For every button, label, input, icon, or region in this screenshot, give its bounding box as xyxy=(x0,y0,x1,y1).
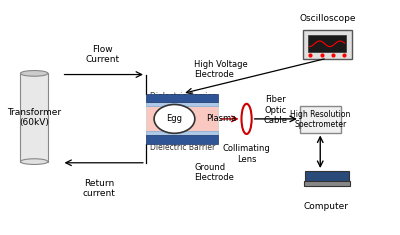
Text: Fiber
Optic
Cable: Fiber Optic Cable xyxy=(263,95,287,125)
Text: Dielectric Barrier: Dielectric Barrier xyxy=(150,143,215,152)
Text: Oscilloscope: Oscilloscope xyxy=(300,14,356,24)
Ellipse shape xyxy=(154,105,195,133)
Text: Ground
Electrode: Ground Electrode xyxy=(194,163,234,182)
Text: High Resolution
Spectrometer: High Resolution Spectrometer xyxy=(290,110,350,129)
FancyBboxPatch shape xyxy=(305,171,349,183)
Ellipse shape xyxy=(20,159,48,164)
Text: Plasma: Plasma xyxy=(206,114,236,123)
FancyBboxPatch shape xyxy=(20,73,48,162)
Text: Transformer
(60kV): Transformer (60kV) xyxy=(7,108,61,127)
Text: Flow
Current: Flow Current xyxy=(86,45,120,64)
Bar xyxy=(146,94,218,102)
FancyBboxPatch shape xyxy=(303,30,352,59)
Bar xyxy=(146,131,218,136)
Text: Egg: Egg xyxy=(166,114,182,123)
Bar xyxy=(308,35,346,52)
Ellipse shape xyxy=(20,70,48,76)
Bar xyxy=(146,135,218,144)
Bar xyxy=(146,102,218,106)
Bar xyxy=(146,106,218,131)
Ellipse shape xyxy=(242,104,252,134)
Text: Collimating
Lens: Collimating Lens xyxy=(223,144,270,164)
Text: Computer: Computer xyxy=(304,202,349,211)
Text: High Voltage
Electrode: High Voltage Electrode xyxy=(194,60,248,79)
Text: Return
current: Return current xyxy=(82,179,115,198)
Bar xyxy=(300,106,341,133)
Text: Dielectric Barrier: Dielectric Barrier xyxy=(150,92,215,101)
FancyBboxPatch shape xyxy=(304,181,350,186)
